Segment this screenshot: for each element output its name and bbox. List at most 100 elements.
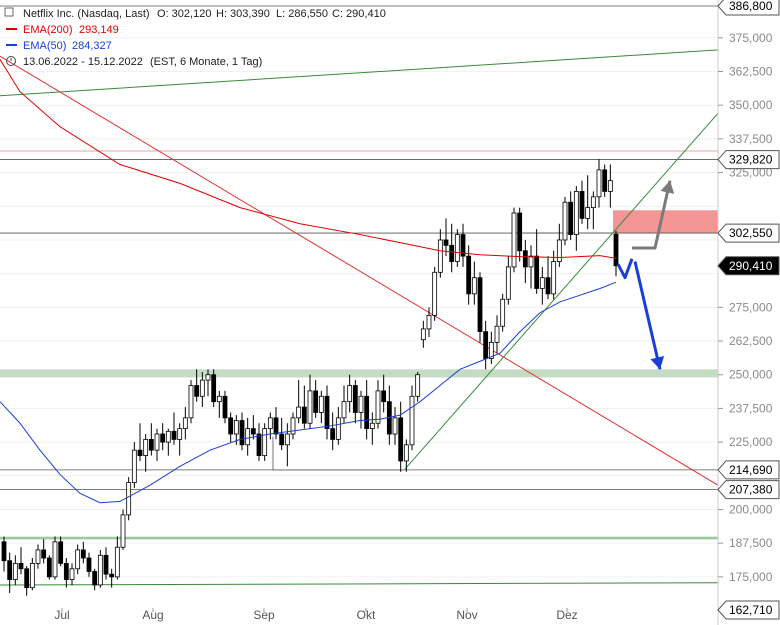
ema200-label: EMA(200) [23,24,73,36]
candle-body [75,549,81,570]
y-tick-label: 225,000 [729,435,773,449]
y-tick-label: 262,500 [729,334,773,348]
candle-body [528,255,534,268]
candle-body [69,568,75,580]
candle-body [171,430,177,440]
candle-body [613,233,619,267]
price-tag-box [717,460,780,480]
candle-body [222,395,228,419]
candle-body [35,549,41,564]
price-tag-box [717,600,780,620]
clock-icon [6,56,16,66]
candle-body [284,433,290,446]
candle-body [488,341,494,359]
chart-title: Netflix Inc. (Nasdaq, Last) [23,8,150,20]
candle-body [483,331,489,359]
price-tag: 386,800 [717,0,780,16]
candle-body [471,277,477,295]
trendlines [0,49,719,586]
y-tick-label: 250,000 [729,368,773,382]
ema50-label: EMA(50) [23,40,66,52]
candle-body [86,557,92,572]
candle-body [273,417,279,435]
candle-body [18,562,24,570]
legend-range-row: 13.06.2022 - 15.12.2022 (EST, 6 Monate, … [6,56,262,68]
ema200-line [0,59,617,259]
candle-body [381,390,387,403]
candle-body [409,395,415,446]
candle-body [160,433,166,443]
price-tag-box [717,480,780,500]
candle-body [511,212,517,268]
candle-body [58,541,64,564]
ema50-line [0,281,617,504]
price-tag: 162,710 [717,600,780,620]
candle-body [545,277,551,295]
candle-body [177,428,183,440]
candle-body [426,315,432,330]
candle-body [199,379,205,397]
candle-body [335,417,341,440]
candle-body [602,169,608,192]
candle-body [449,244,455,262]
arrow-grey-shaft [632,180,672,250]
candle-body [432,271,438,316]
y-tick-label: 350,000 [729,98,773,112]
candle-body [52,541,58,578]
price-tag-label: 214,690 [729,463,773,477]
y-tick-label: 187,500 [729,536,773,550]
horizontal-levels [0,5,718,490]
x-tick-label: Aug [142,608,163,622]
candle-body [590,196,596,209]
price-tag-label: 162,710 [729,603,773,617]
candle-body [517,212,523,252]
candle-body [573,191,579,235]
candle-body [596,169,602,198]
zone-resistance [613,210,718,234]
date-range: 13.06.2022 - 15.12.2022 [23,56,143,68]
candle-body [562,201,568,241]
price-tag-label: 302,550 [729,226,773,240]
candle-body [12,562,18,580]
y-tick-label: 362,500 [729,64,773,78]
y-tick-label: 200,000 [729,502,773,516]
candle-body [522,250,528,268]
arrow-blue-shaft [633,261,662,370]
candle-body [188,385,194,419]
gridlines [0,37,718,578]
candle-body [228,417,234,435]
candle-body [454,234,460,262]
candle-body [109,573,115,578]
candle-body [358,395,364,413]
candle-body [80,549,86,559]
chart-legend: Netflix Inc. (Nasdaq, Last) O: 302,120 H… [4,7,386,68]
candle-body [24,568,30,589]
legend-title-row: Netflix Inc. (Nasdaq, Last) O: 302,120 H… [4,7,386,20]
candle-body [41,549,47,559]
price-tag-label: 290,410 [729,259,773,273]
trendline-green [0,582,719,586]
candle-body [551,261,557,295]
y-tick-label: 275,000 [729,300,773,314]
candle-body [267,417,273,430]
x-tick-label: Sep [253,608,275,622]
candle-body [437,239,443,273]
zone-support [0,369,718,378]
candle-body [301,406,307,424]
candle-body [403,444,409,462]
legend-ema200: EMA(200) 293,149 [6,24,119,36]
candle-body [143,439,149,456]
candle-body [494,325,500,343]
moving-averages [0,59,617,504]
candle-body [500,298,506,327]
candle-body [256,433,262,456]
candle-body [114,546,120,578]
candle-body [1,541,7,562]
candle-body [137,449,143,456]
arrow-blue-head [650,356,665,370]
candle-body [568,201,574,235]
candle-body [131,449,137,483]
candle-body [154,433,160,451]
candle-body [233,420,239,435]
